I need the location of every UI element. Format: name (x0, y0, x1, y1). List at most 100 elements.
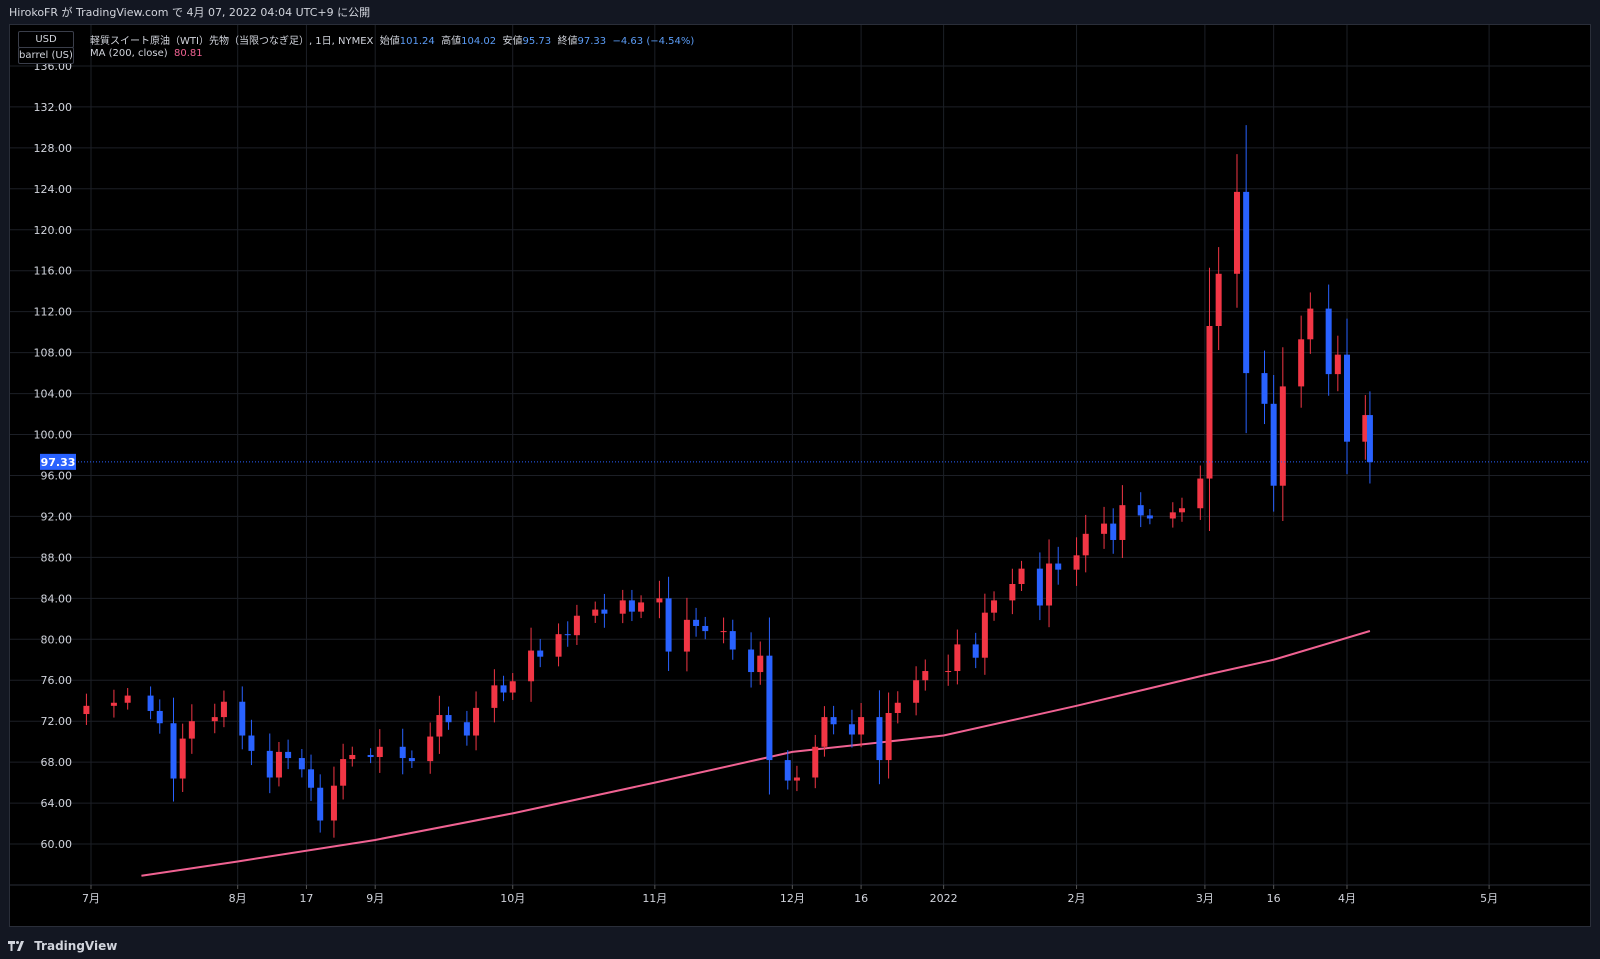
candle-body (170, 723, 177, 779)
candle-body (528, 650, 535, 682)
candle-body (445, 715, 452, 723)
y-axis: 60.00 64.00 68.00 72.00 76.00 80.00 84.00 88.00… (34, 60, 73, 851)
ma-legend[interactable]: MA (200, close) 80.81 (90, 48, 203, 59)
y-tick-label: 92.00 (41, 510, 73, 523)
candle-body (500, 685, 507, 693)
price-chart[interactable]: 97.33 60.00 64.00 68.00 72.00 76.00 80.00 84.0… (10, 25, 1590, 926)
candle-body (720, 631, 727, 633)
ma-label: MA (200, close) (90, 48, 168, 59)
candle-body (555, 634, 562, 657)
x-tick-label: 2022 (930, 892, 958, 905)
candle-body (894, 702, 901, 713)
candle-body (1055, 563, 1062, 570)
candle-body (858, 717, 865, 735)
candle-body (1073, 555, 1080, 570)
currency-label[interactable]: USD (18, 31, 74, 48)
brand-footer[interactable]: TradingView (8, 937, 117, 955)
y-tick-label: 128.00 (34, 142, 73, 155)
candle-body (564, 634, 571, 636)
price-line-layer: 97.33 (40, 453, 1590, 470)
x-tick-label: 5月 (1480, 892, 1498, 905)
candle-body (821, 717, 828, 747)
x-tick-label: 16 (854, 892, 868, 905)
change-value: −4.63 (−4.54%) (612, 36, 695, 47)
high-label: 高値 (441, 36, 462, 47)
x-tick-label: 3月 (1196, 892, 1214, 905)
candle-body (876, 717, 883, 761)
grid-lines (10, 25, 1590, 885)
x-tick-label: 17 (299, 892, 313, 905)
candle-body (427, 736, 434, 762)
candle-body (147, 695, 154, 711)
candle-body (1036, 568, 1043, 606)
candle-body (308, 769, 315, 788)
candle-body (913, 680, 920, 703)
candle-body (1146, 515, 1153, 519)
candle-body (1233, 191, 1240, 274)
candle-body (83, 705, 90, 715)
chart-area[interactable]: 97.33 60.00 64.00 68.00 72.00 76.00 80.00 84.0… (9, 24, 1591, 927)
candle-body (317, 787, 324, 821)
y-tick-label: 108.00 (34, 347, 73, 360)
last-price-badge (40, 453, 76, 470)
candle-body (266, 750, 273, 778)
y-tick-label: 96.00 (41, 469, 73, 482)
candle-body (784, 760, 791, 781)
candle-body (376, 746, 383, 758)
y-tick-label: 60.00 (41, 838, 73, 851)
y-tick-label: 112.00 (34, 306, 73, 319)
candle-body (1298, 339, 1305, 387)
candle-body (922, 671, 929, 681)
high-value: 104.02 (461, 36, 497, 47)
candle-body (188, 721, 195, 739)
candle-body (1206, 326, 1213, 479)
candle-body (1243, 191, 1250, 374)
y-tick-label: 104.00 (34, 388, 73, 401)
x-tick-label: 9月 (366, 892, 384, 905)
candle-body (1110, 523, 1117, 540)
candle-body (573, 615, 580, 636)
x-tick-label: 7月 (82, 892, 100, 905)
candle-body (628, 600, 635, 612)
unit-label[interactable]: barrel (US) (18, 47, 74, 64)
candle-body (110, 702, 117, 706)
candle-body (239, 701, 246, 736)
candle-body (619, 600, 626, 614)
tradingview-logo-icon (8, 939, 30, 953)
candle-body (491, 685, 498, 708)
candle-body (340, 759, 347, 786)
candle-body (1119, 505, 1126, 540)
candle-body (1215, 273, 1222, 326)
last-price-label: 97.33 (41, 456, 76, 469)
candle-body (1082, 533, 1089, 556)
close-label: 終値 (557, 36, 578, 47)
y-tick-label: 124.00 (34, 183, 73, 196)
candle-body (945, 671, 952, 673)
candle-body (298, 758, 305, 770)
candle-body (1101, 523, 1108, 534)
symbol-legend[interactable]: 軽質スイート原油（WTI）先物（当限つなぎ足）, 1日, NYMEX 始値101… (90, 32, 694, 47)
candle-body (473, 707, 480, 736)
candle-body (1362, 415, 1369, 442)
candle-body (638, 602, 645, 612)
candle-body (601, 609, 608, 614)
candle-body (179, 738, 186, 779)
candle-body (683, 619, 690, 652)
candle-body (509, 681, 516, 693)
y-tick-label: 116.00 (34, 265, 73, 278)
candle-body (1009, 584, 1016, 601)
candle-series (83, 125, 1373, 838)
x-tick-label: 10月 (500, 892, 525, 905)
candle-body (1018, 568, 1025, 584)
candle-body (757, 655, 764, 673)
candle-body (1270, 403, 1277, 486)
candle-body (885, 713, 892, 761)
x-tick-label: 16 (1267, 892, 1281, 905)
candle-body (972, 644, 979, 658)
y-tick-label: 120.00 (34, 224, 73, 237)
candle-body (248, 735, 255, 751)
candle-body (1178, 508, 1185, 513)
candle-body (399, 746, 406, 759)
y-tick-label: 84.00 (41, 592, 73, 605)
candle-body (349, 754, 356, 760)
